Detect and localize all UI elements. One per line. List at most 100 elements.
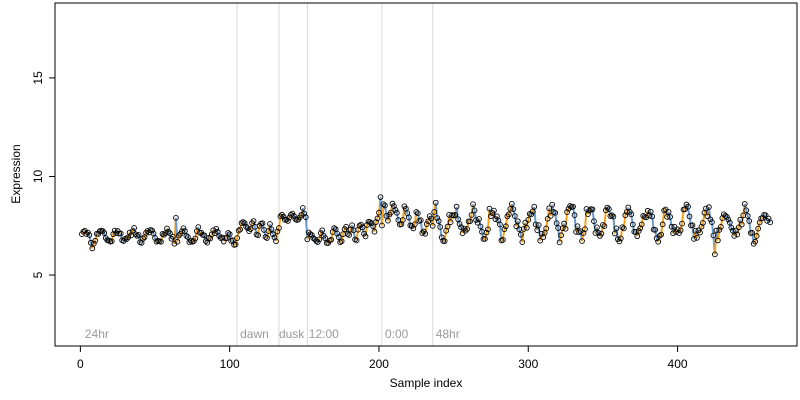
data-point — [243, 223, 249, 230]
series-segment — [382, 203, 386, 207]
x-tick-label: 200 — [369, 357, 389, 371]
data-point — [547, 212, 554, 219]
data-point — [561, 220, 567, 227]
data-point — [213, 225, 220, 232]
data-point — [117, 230, 124, 237]
data-point — [477, 223, 484, 230]
data-point — [507, 205, 514, 212]
data-point — [591, 218, 597, 225]
series-segment — [437, 220, 442, 228]
data-point — [183, 233, 190, 239]
data-point — [538, 230, 545, 237]
series-segment — [485, 228, 489, 233]
series-segment — [687, 206, 691, 217]
data-point — [610, 213, 617, 220]
data-point — [161, 231, 167, 238]
series-segment — [355, 229, 360, 241]
data-point — [223, 235, 230, 241]
series-segment — [272, 233, 276, 238]
series-segment — [329, 238, 332, 242]
data-point — [510, 206, 517, 212]
data-point — [476, 216, 482, 222]
series-segment — [376, 212, 380, 219]
data-point — [447, 219, 454, 225]
data-point — [434, 215, 441, 221]
data-point — [241, 220, 248, 226]
data-point — [335, 234, 342, 240]
data-point — [158, 238, 164, 245]
data-point — [595, 230, 602, 236]
data-point — [400, 217, 406, 223]
data-point — [535, 222, 542, 228]
data-point — [586, 207, 593, 214]
series-segment — [490, 212, 494, 217]
annotation-label: 24hr — [85, 327, 109, 341]
data-point — [700, 220, 706, 226]
data-point — [710, 232, 717, 239]
data-point — [89, 245, 96, 252]
data-point — [237, 226, 243, 233]
data-point — [149, 227, 155, 234]
vertical-guides — [236, 3, 434, 346]
series-segment — [669, 216, 673, 227]
data-point — [698, 223, 705, 230]
data-point — [718, 224, 724, 230]
data-point — [265, 228, 272, 234]
data-point — [506, 211, 512, 218]
data-point — [195, 224, 202, 230]
series-segment — [566, 208, 570, 213]
data-point — [598, 230, 605, 237]
series-segment — [330, 231, 334, 240]
data-point — [577, 228, 584, 235]
data-point — [382, 202, 388, 209]
data-point — [525, 216, 532, 223]
series-segment — [458, 223, 462, 228]
data-point — [546, 205, 553, 212]
series-segment — [178, 233, 182, 237]
data-point — [643, 214, 650, 221]
data-point — [202, 238, 209, 244]
data-point — [665, 209, 672, 215]
data-point — [652, 226, 659, 233]
data-point — [638, 221, 645, 228]
data-point — [501, 226, 508, 233]
data-point — [532, 221, 539, 228]
series-segment — [352, 230, 357, 240]
data-point — [712, 251, 718, 258]
series-segment — [248, 228, 252, 232]
data-point — [274, 228, 281, 235]
data-point — [173, 215, 179, 221]
data-point — [744, 213, 751, 219]
data-point — [691, 236, 697, 242]
series-segment — [336, 233, 340, 238]
data-point — [715, 237, 721, 244]
data-point — [752, 238, 759, 245]
data-point — [567, 203, 573, 209]
data-point — [164, 225, 170, 232]
series-segment — [375, 218, 379, 223]
data-point — [280, 213, 287, 220]
series-segment — [185, 235, 189, 238]
data-points — [79, 194, 773, 258]
series-lines — [81, 197, 772, 255]
data-point — [394, 209, 400, 216]
data-point — [658, 231, 664, 238]
series-segment — [215, 228, 219, 233]
data-point — [201, 232, 208, 239]
data-point — [737, 216, 744, 223]
series-segment — [624, 211, 628, 216]
data-point — [628, 211, 635, 218]
data-point — [417, 217, 424, 224]
data-point — [644, 207, 651, 214]
data-point — [444, 223, 451, 230]
data-point — [592, 230, 599, 236]
series-segment — [416, 213, 421, 222]
data-point — [411, 221, 418, 228]
annotation-label: 0:00 — [385, 327, 409, 341]
data-point — [170, 234, 176, 240]
data-point — [250, 218, 257, 224]
series-segment — [245, 225, 249, 229]
data-point — [464, 226, 470, 232]
series-segment — [473, 210, 478, 221]
data-point — [500, 236, 506, 243]
